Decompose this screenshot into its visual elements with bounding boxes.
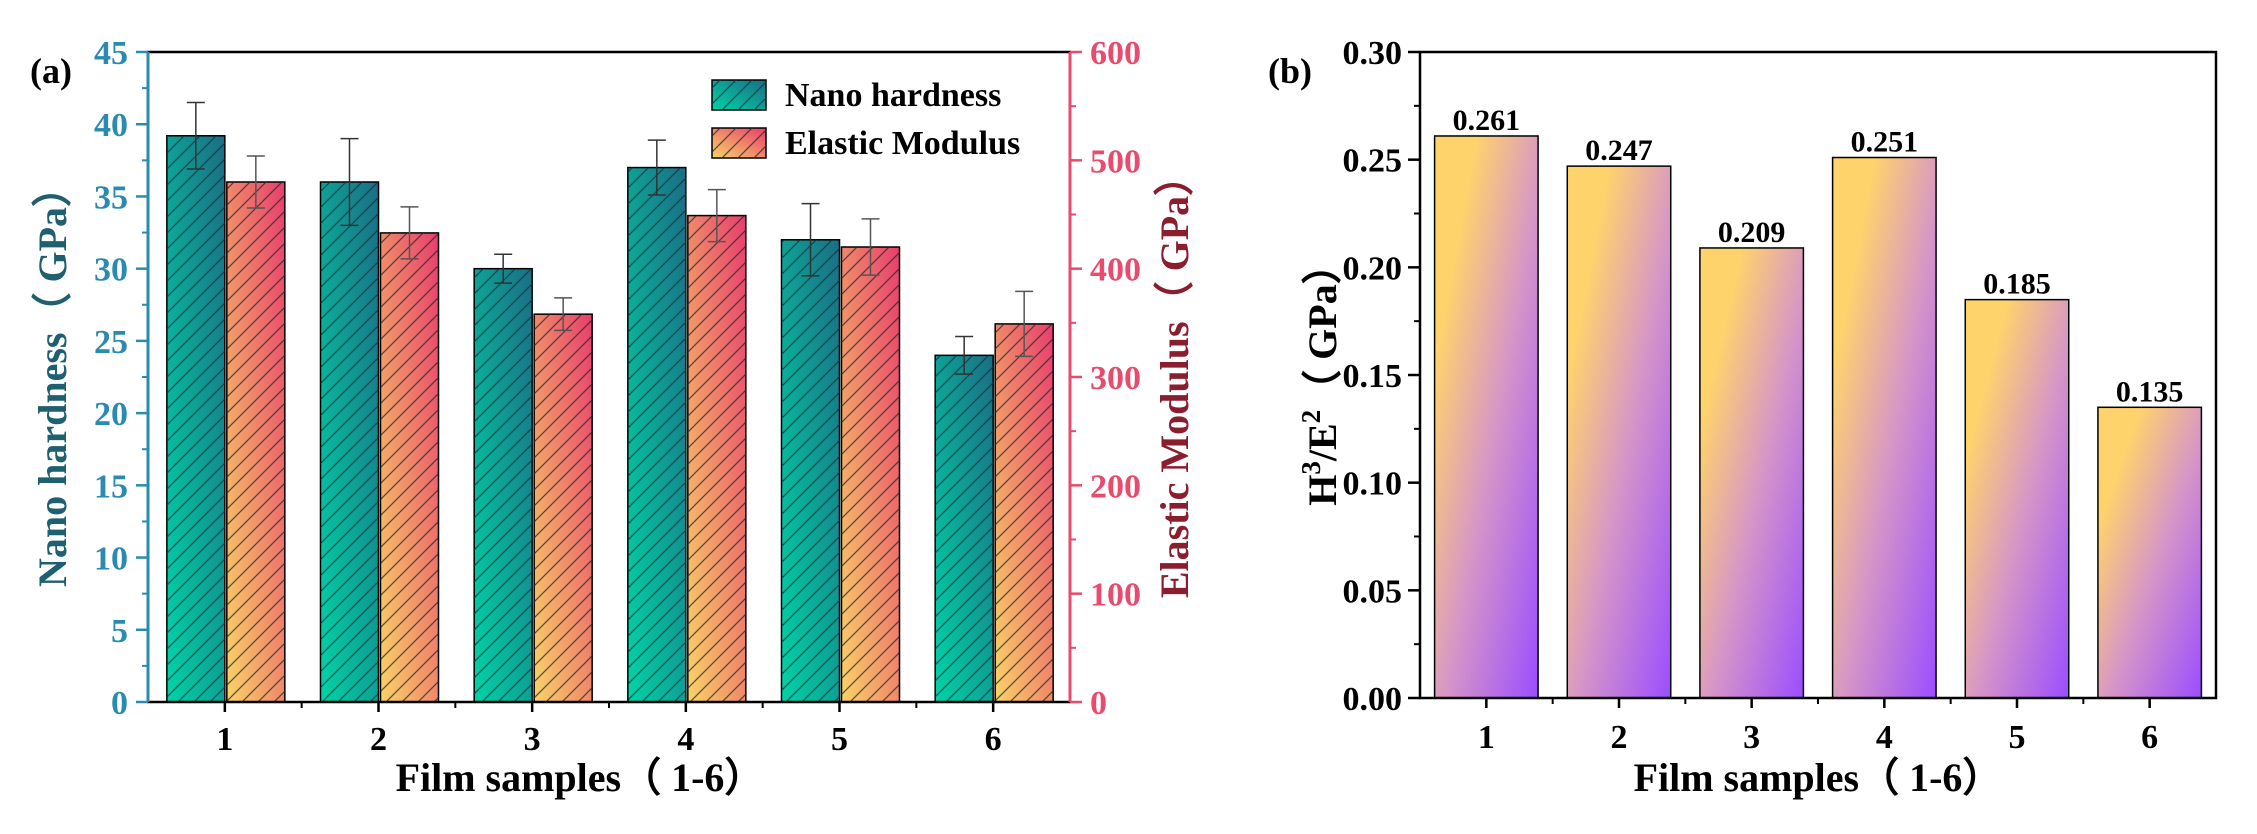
x-tick-label-2: 2 [370, 721, 387, 758]
y-tick-label-0.30: 0.30 [1343, 35, 1403, 72]
right-tick-label-300: 300 [1090, 360, 1141, 397]
right-tick-label-500: 500 [1090, 143, 1141, 180]
right-tick-label-600: 600 [1090, 35, 1141, 72]
left-tick-label-25: 25 [94, 324, 128, 361]
panel-b-y-axis-title: H3/E2（ GPa） [1296, 244, 1345, 505]
left-tick-label-0: 0 [111, 685, 128, 722]
bar-hatch-hardness-1 [166, 135, 225, 702]
y-tick-label-0.20: 0.20 [1343, 250, 1403, 287]
panel-b-frame [1418, 50, 2218, 700]
right-tick-label-100: 100 [1090, 577, 1141, 614]
legend-label-elastic-modulus: Elastic Modulus [785, 125, 1020, 162]
value-label-5: 0.185 [1983, 268, 2051, 301]
bar-h3e2-5 [1964, 298, 2070, 699]
panel-b-label: (b) [1268, 51, 1312, 91]
value-label-2: 0.247 [1585, 134, 1653, 167]
y-title-unit: （ GPa） [1300, 244, 1345, 410]
legend-swatch-elastic-modulus-hatch [712, 128, 766, 158]
y-tick-label-0.05: 0.05 [1343, 573, 1403, 610]
panel-a-x-ticks: 1 2 3 4 5 6 [216, 702, 1002, 758]
x-tick-label-1: 1 [216, 721, 233, 758]
panel-a-legend: Nano hardness Elastic Modulus [711, 77, 1020, 162]
bar-h3e2-6 [2097, 406, 2203, 699]
right-tick-label-200: 200 [1090, 468, 1141, 505]
right-tick-label-400: 400 [1090, 252, 1141, 289]
bar-hatch-modulus-3 [534, 314, 593, 702]
value-label-4: 0.251 [1851, 126, 1919, 159]
bar-hatch-modulus-2 [380, 232, 439, 702]
bar-h3e2-4 [1831, 156, 1937, 699]
value-label-6: 0.135 [2116, 375, 2184, 408]
panel-a-label: (a) [30, 51, 72, 91]
panel-a-left-ticks: 0 5 10 15 20 25 30 35 40 45 [94, 35, 148, 722]
y-tick-label-0.15: 0.15 [1343, 358, 1403, 395]
panel-b-x-axis-title: Film samples（ 1-6） [1634, 755, 2003, 800]
x-tick-label-6: 6 [985, 721, 1002, 758]
bar-hatch-modulus-6 [995, 323, 1054, 702]
x-tick-label-1: 1 [1478, 719, 1495, 756]
x-tick-label-4: 4 [677, 721, 694, 758]
right-tick-label-0: 0 [1090, 685, 1107, 722]
panel-a-left-axis-title: Nano hardness（ GPa） [30, 167, 75, 587]
panel-a-right-axis-title: Elastic Modulus（ GPa） [1152, 156, 1197, 598]
panel-a-x-axis-title: Film samples（ 1-6） [396, 755, 765, 800]
panel-a-plot-area [166, 101, 1054, 703]
y-tick-label-0.00: 0.00 [1343, 681, 1403, 718]
x-tick-label-5: 5 [2009, 719, 2026, 756]
left-tick-label-35: 35 [94, 179, 128, 216]
y-title-sup-2: 2 [1296, 410, 1326, 424]
left-tick-label-15: 15 [94, 468, 128, 505]
bar-hatch-modulus-4 [687, 215, 746, 703]
value-label-3: 0.209 [1718, 216, 1786, 249]
y-tick-label-0.10: 0.10 [1343, 466, 1403, 503]
x-tick-label-3: 3 [524, 721, 541, 758]
y-tick-label-0.25: 0.25 [1343, 143, 1403, 180]
bar-hatch-hardness-5 [781, 239, 840, 702]
left-tick-label-30: 30 [94, 252, 128, 289]
y-title-h: H [1300, 475, 1345, 506]
value-label-1: 0.261 [1453, 104, 1521, 137]
bar-hatch-hardness-6 [935, 355, 994, 702]
bar-h3e2-3 [1699, 247, 1805, 699]
x-tick-label-4: 4 [1876, 719, 1893, 756]
panel-b-x-ticks: 1 2 3 4 5 6 [1478, 698, 2158, 756]
x-tick-label-3: 3 [1743, 719, 1760, 756]
bar-hatch-modulus-1 [226, 182, 285, 702]
x-tick-label-2: 2 [1611, 719, 1628, 756]
left-tick-label-45: 45 [94, 35, 128, 72]
left-tick-label-10: 10 [94, 541, 128, 578]
panel-a-right-ticks: 0 100 200 300 400 500 600 [1070, 35, 1141, 722]
x-tick-label-6: 6 [2141, 719, 2158, 756]
legend-item-nano-hardness: Nano hardness [711, 77, 1001, 114]
left-tick-label-20: 20 [94, 396, 128, 433]
panel-b-plot-area: 0.261 0.247 0.209 0.251 0.185 0.135 [1433, 104, 2203, 699]
bar-h3e2-2 [1566, 165, 1672, 699]
bar-hatch-hardness-4 [627, 167, 686, 703]
bar-h3e2-1 [1433, 135, 1539, 699]
bar-hatch-hardness-3 [474, 268, 533, 702]
legend-label-nano-hardness: Nano hardness [785, 77, 1001, 114]
y-title-sup-3: 3 [1296, 461, 1326, 475]
left-tick-label-5: 5 [111, 613, 128, 650]
bar-hatch-hardness-2 [320, 182, 379, 702]
y-title-e: /E [1300, 423, 1345, 462]
x-tick-label-5: 5 [831, 721, 848, 758]
bar-hatch-modulus-5 [841, 247, 900, 702]
legend-item-elastic-modulus: Elastic Modulus [711, 125, 1020, 162]
left-tick-label-40: 40 [94, 107, 128, 144]
legend-swatch-nano-hardness-hatch [712, 80, 766, 110]
panel-b-y-ticks: 0.00 0.05 0.10 0.15 0.20 0.25 0.30 [1343, 35, 1420, 718]
